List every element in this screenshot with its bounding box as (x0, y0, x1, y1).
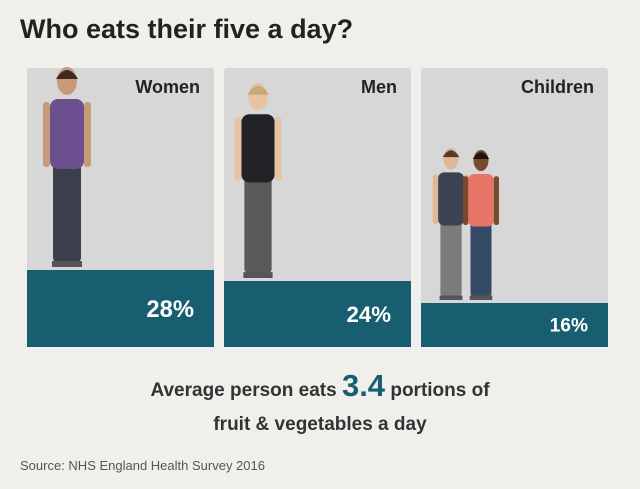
figure-shoes (243, 272, 273, 278)
figure-hair (247, 85, 269, 95)
figure-arm (432, 174, 439, 224)
figure-torso (468, 174, 494, 227)
figure-shoes (52, 261, 82, 267)
value-label: 28% (146, 296, 194, 323)
figure-torso (438, 172, 464, 226)
figure-arm (234, 117, 242, 181)
figure-arm (493, 176, 499, 225)
source: Source: NHS England Health Survey 2016 (20, 458, 265, 473)
panel (421, 68, 608, 347)
figure-legs (440, 220, 462, 297)
figure-torso (50, 99, 84, 169)
bar (421, 303, 608, 347)
figure-arm (84, 102, 91, 167)
figure-legs (53, 162, 81, 262)
figure-hair (56, 70, 78, 79)
bar (224, 281, 411, 347)
figure-arm (463, 176, 469, 225)
figure-torso (241, 114, 275, 183)
bar (27, 270, 214, 347)
value-label: 16% (550, 316, 588, 337)
figure-shoes (469, 295, 493, 300)
annotation-text: portions of (390, 380, 490, 401)
category-label: Men (361, 77, 397, 97)
figure-shoes (439, 295, 463, 300)
category-label: Children (521, 77, 594, 97)
category-label: Women (135, 77, 200, 97)
figure-hair (472, 152, 490, 159)
figure-hair (442, 150, 460, 158)
panels: Women 28% Men 24% Children 16% (27, 67, 608, 347)
annotation-value: 3.4 (342, 368, 386, 403)
figure-legs (470, 221, 492, 297)
value-label: 24% (346, 302, 391, 327)
annotation-text: fruit & vegetables a day (213, 414, 427, 435)
annotation-text: Average person eats (150, 380, 336, 401)
chart-title: Who eats their five a day? (20, 14, 353, 44)
annotation: Average person eats 3.4 portions of (150, 368, 490, 403)
figure-arm (43, 102, 50, 167)
figure-arm (274, 117, 282, 181)
figure-legs (244, 175, 272, 274)
